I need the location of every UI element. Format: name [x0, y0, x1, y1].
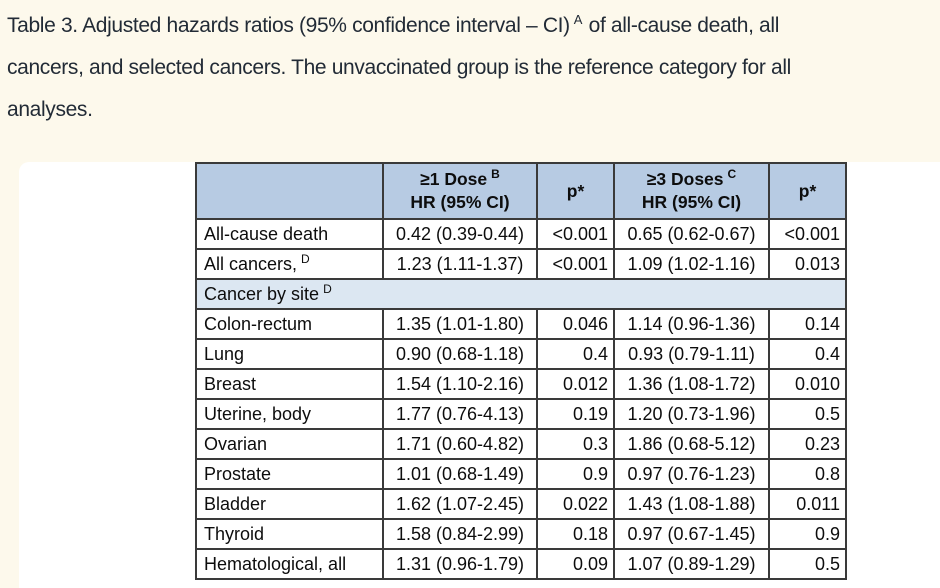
corner-cell	[195, 162, 384, 220]
hr-dose1-cell: 1.31 (0.96-1.79)	[382, 548, 538, 580]
p-dose3-cell: 0.5	[768, 398, 847, 430]
section-header-label: Cancer by site D	[195, 278, 847, 310]
caption-footnote-ref-a: A	[573, 12, 583, 27]
p-dose1-cell: 0.046	[536, 308, 615, 340]
hr-dose3-cell: 0.97 (0.76-1.23)	[613, 458, 770, 490]
table-row: Thyroid 1.58 (0.84-2.99) 0.18 0.97 (0.67…	[195, 518, 847, 550]
row-label: Hematological, all	[195, 548, 384, 580]
table-row: Prostate 1.01 (0.68-1.49) 0.9 0.97 (0.76…	[195, 458, 847, 490]
p-dose1-cell: 0.19	[536, 398, 615, 430]
hr-dose3-cell: 0.97 (0.67-1.45)	[613, 518, 770, 550]
table-row: Hematological, all 1.31 (0.96-1.79) 0.09…	[195, 548, 847, 580]
section-header-row: Cancer by site D	[195, 278, 847, 310]
table-row: Lung 0.90 (0.68-1.18) 0.4 0.93 (0.79-1.1…	[195, 338, 847, 370]
hazard-ratios-table: ≥1 Dose B HR (95% CI) p* ≥3 Doses C HR (95…	[195, 162, 847, 580]
caption-text: of all-cause death, all	[588, 14, 780, 37]
row-label: Breast	[195, 368, 384, 400]
hr-dose3-cell: 1.86 (0.68-5.12)	[613, 428, 770, 460]
table-row: Bladder 1.62 (1.07-2.45) 0.022 1.43 (1.0…	[195, 488, 847, 520]
table-row: Ovarian 1.71 (0.60-4.82) 0.3 1.86 (0.68-…	[195, 428, 847, 460]
p-dose3-cell: <0.001	[768, 218, 847, 250]
col-header-text: HR (95% CI)	[410, 192, 510, 212]
col-header-text: ≥3 Doses	[646, 169, 724, 190]
hr-dose1-cell: 0.90 (0.68-1.18)	[382, 338, 538, 370]
hr-dose1-cell: 1.77 (0.76-4.13)	[382, 398, 538, 430]
p-dose3-cell: 0.5	[768, 548, 847, 580]
p-dose1-cell: 0.18	[536, 518, 615, 550]
p-dose1-cell: 0.3	[536, 428, 615, 460]
p-dose3-cell: 0.8	[768, 458, 847, 490]
p-dose1-cell: 0.012	[536, 368, 615, 400]
caption-line-1: Table 3. Adjusted hazards ratios (95% co…	[7, 5, 940, 47]
hr-dose3-cell: 0.65 (0.62-0.67)	[613, 218, 770, 250]
footnote-ref-d: D	[301, 251, 310, 266]
row-label: Uterine, body	[195, 398, 384, 430]
table-caption: Table 3. Adjusted hazards ratios (95% co…	[7, 5, 940, 131]
table-row: All-cause death 0.42 (0.39-0.44) <0.001 …	[195, 218, 847, 250]
row-label: All cancers, D	[195, 248, 384, 280]
p-dose3-cell: 0.14	[768, 308, 847, 340]
table-row: Breast 1.54 (1.10-2.16) 0.012 1.36 (1.08…	[195, 368, 847, 400]
col-header-text: ≥1 Dose	[420, 169, 488, 190]
table-image-panel: ≥1 Dose B HR (95% CI) p* ≥3 Doses C HR (95…	[19, 162, 940, 588]
col-header-dose1: ≥1 Dose B HR (95% CI)	[382, 162, 538, 220]
col-header-dose3: ≥3 Doses C HR (95% CI)	[613, 162, 770, 220]
hr-dose1-cell: 1.23 (1.11-1.37)	[382, 248, 538, 280]
table-row: Colon-rectum 1.35 (1.01-1.80) 0.046 1.14…	[195, 308, 847, 340]
header-row: ≥1 Dose B HR (95% CI) p* ≥3 Doses C HR (95…	[195, 162, 847, 220]
hr-dose1-cell: 0.42 (0.39-0.44)	[382, 218, 538, 250]
hr-dose3-cell: 1.36 (1.08-1.72)	[613, 368, 770, 400]
col-header-text: HR (95% CI)	[641, 192, 742, 212]
hr-dose1-cell: 1.35 (1.01-1.80)	[382, 308, 538, 340]
p-dose1-cell: 0.9	[536, 458, 615, 490]
col-header-p1: p*	[536, 162, 615, 220]
p-dose1-cell: 0.022	[536, 488, 615, 520]
row-label: Colon-rectum	[195, 308, 384, 340]
row-label: Prostate	[195, 458, 384, 490]
hr-dose3-cell: 0.93 (0.79-1.11)	[613, 338, 770, 370]
hr-dose1-cell: 1.71 (0.60-4.82)	[382, 428, 538, 460]
row-label: Thyroid	[195, 518, 384, 550]
row-label: Bladder	[195, 488, 384, 520]
hr-dose1-cell: 1.62 (1.07-2.45)	[382, 488, 538, 520]
p-dose1-cell: <0.001	[536, 248, 615, 280]
footnote-ref-d: D	[323, 281, 332, 296]
p-dose3-cell: 0.4	[768, 338, 847, 370]
hr-dose1-cell: 1.58 (0.84-2.99)	[382, 518, 538, 550]
hr-dose3-cell: 1.20 (0.73-1.96)	[613, 398, 770, 430]
table-row: Uterine, body 1.77 (0.76-4.13) 0.19 1.20…	[195, 398, 847, 430]
row-label: Lung	[195, 338, 384, 370]
p-dose3-cell: 0.011	[768, 488, 847, 520]
table-row: All cancers, D 1.23 (1.11-1.37) <0.001 1.…	[195, 248, 847, 280]
hr-dose3-cell: 1.07 (0.89-1.29)	[613, 548, 770, 580]
col-header-p2: p*	[768, 162, 847, 220]
hr-dose3-cell: 1.43 (1.08-1.88)	[613, 488, 770, 520]
caption-line-3: analyses.	[7, 98, 93, 121]
p-dose3-cell: 0.23	[768, 428, 847, 460]
row-label: All-cause death	[195, 218, 384, 250]
p-dose3-cell: 0.010	[768, 368, 847, 400]
hr-dose1-cell: 1.01 (0.68-1.49)	[382, 458, 538, 490]
footnote-ref-b: B	[491, 167, 500, 182]
caption-line-2: cancers, and selected cancers. The unvac…	[7, 56, 791, 79]
p-dose3-cell: 0.013	[768, 248, 847, 280]
hr-dose3-cell: 1.09 (1.02-1.16)	[613, 248, 770, 280]
p-dose3-cell: 0.9	[768, 518, 847, 550]
footnote-ref-c: C	[727, 167, 737, 182]
hr-dose1-cell: 1.54 (1.10-2.16)	[382, 368, 538, 400]
p-dose1-cell: 0.4	[536, 338, 615, 370]
p-dose1-cell: <0.001	[536, 218, 615, 250]
row-label: Ovarian	[195, 428, 384, 460]
hr-dose3-cell: 1.14 (0.96-1.36)	[613, 308, 770, 340]
caption-text: Table 3. Adjusted hazards ratios (95% co…	[7, 14, 570, 37]
p-dose1-cell: 0.09	[536, 548, 615, 580]
